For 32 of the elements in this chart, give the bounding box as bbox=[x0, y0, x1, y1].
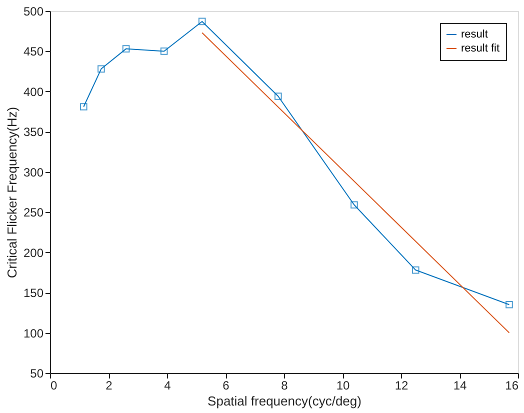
x-tick-label: 6 bbox=[222, 378, 230, 392]
y-tick-label: 150 bbox=[23, 286, 44, 300]
point bbox=[160, 48, 168, 55]
y-axis-title: Critical Flicker Frequency(Hz) bbox=[4, 106, 20, 278]
y-tick-label: 450 bbox=[23, 44, 44, 59]
y-tick-label: 200 bbox=[23, 246, 44, 260]
y-tick-label: 50 bbox=[30, 366, 44, 380]
x-tick-label: 16 bbox=[505, 378, 519, 392]
x-axis-title: Spatial frequency(cyc/deg) bbox=[208, 394, 362, 408]
x-tick-label: 0 bbox=[50, 378, 58, 392]
point bbox=[350, 201, 358, 209]
x-tick-label: 2 bbox=[106, 378, 113, 392]
point bbox=[412, 266, 420, 274]
x-tick-label: 8 bbox=[281, 378, 288, 392]
y-tick-label: 250 bbox=[23, 206, 44, 220]
point bbox=[506, 300, 513, 308]
x-tick-label: 14 bbox=[453, 378, 467, 392]
point bbox=[98, 65, 105, 73]
y-tick-label: 400 bbox=[23, 84, 44, 99]
y-tick-label: 350 bbox=[23, 125, 44, 140]
legend-label: result bbox=[461, 28, 488, 40]
point bbox=[80, 103, 88, 110]
point bbox=[198, 18, 206, 26]
y-tick-label: 300 bbox=[23, 165, 44, 180]
x-tick-label: 4 bbox=[164, 378, 172, 392]
point bbox=[274, 92, 282, 100]
legend-label: result fit bbox=[461, 42, 500, 54]
y-tick-label: 500 bbox=[23, 4, 44, 18]
x-tick-label: 12 bbox=[394, 378, 408, 392]
x-tick-label: 10 bbox=[336, 378, 350, 392]
y-tick-label: 100 bbox=[23, 326, 44, 340]
point bbox=[122, 45, 130, 52]
